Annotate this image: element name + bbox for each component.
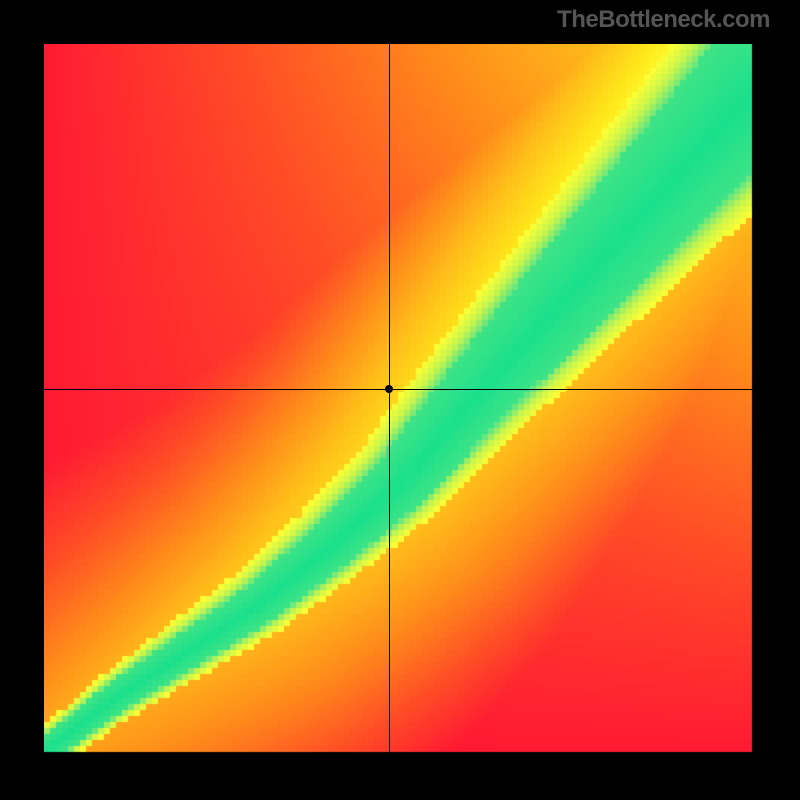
watermark-text: TheBottleneck.com — [557, 6, 770, 34]
heatmap-plot-area — [44, 44, 756, 756]
crosshair-horizontal — [44, 389, 756, 390]
heatmap-canvas — [44, 44, 756, 756]
selection-marker — [385, 385, 393, 393]
crosshair-vertical — [389, 44, 390, 756]
